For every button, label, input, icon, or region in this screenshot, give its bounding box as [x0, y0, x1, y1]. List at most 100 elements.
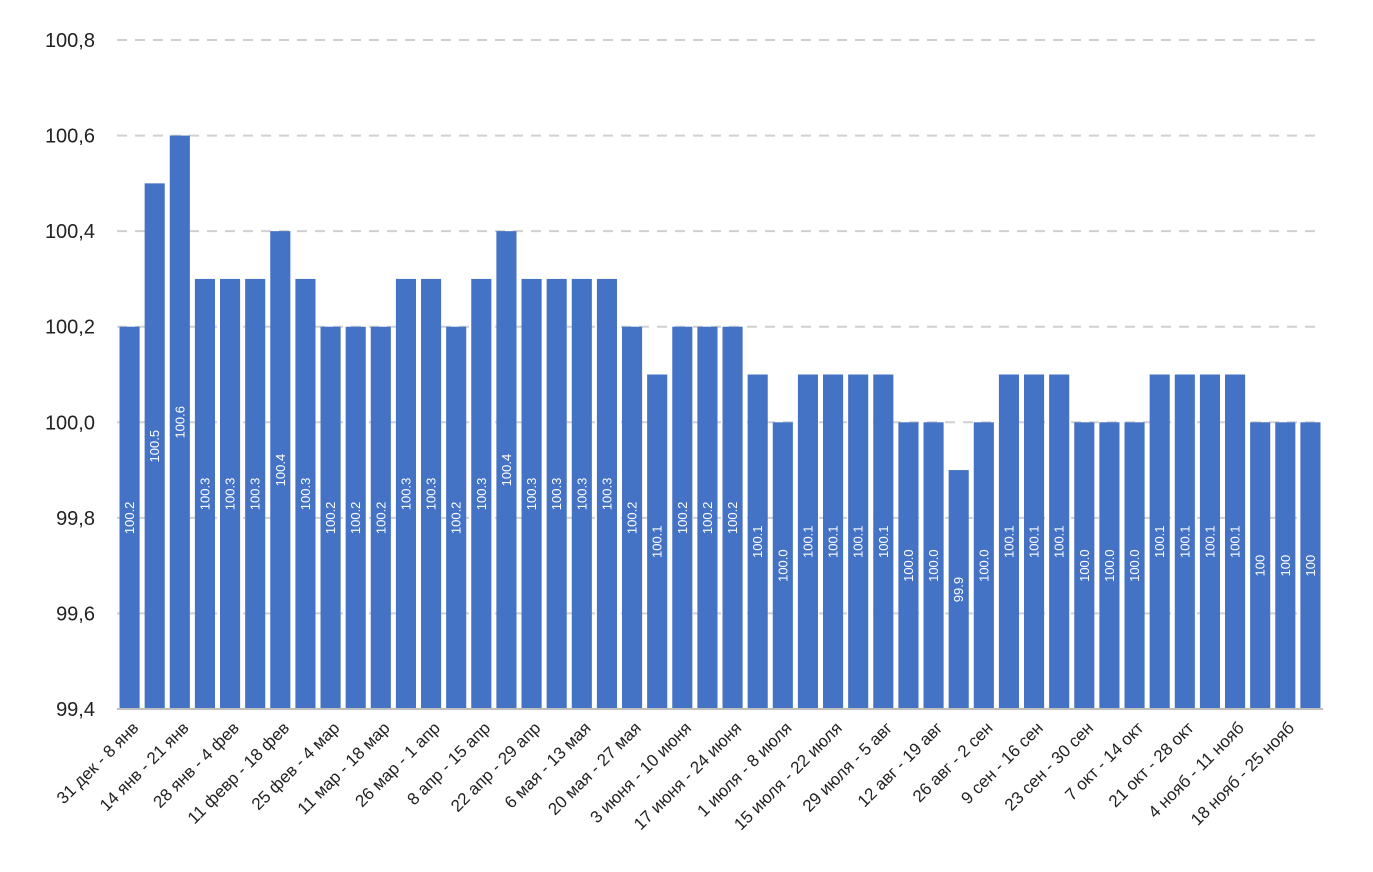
- bar: [1275, 422, 1296, 709]
- bar: [923, 422, 944, 709]
- bar: [722, 326, 743, 709]
- x-tick-label: 25 фев - 4 мар: [248, 718, 343, 813]
- data-label: 100.2: [625, 502, 640, 535]
- bar: [496, 231, 517, 709]
- bar: [697, 326, 718, 709]
- x-tick-label: 29 июля - 5 авг: [799, 718, 896, 815]
- bar: [1174, 374, 1195, 709]
- data-label: 100.2: [348, 502, 363, 535]
- data-label: 100.1: [826, 525, 841, 558]
- bar: [1225, 374, 1246, 709]
- data-label: 100.6: [172, 406, 187, 439]
- data-label: 100.3: [298, 478, 313, 511]
- y-tick-label: 100,6: [45, 126, 95, 148]
- bar: [295, 278, 316, 709]
- bar: [1250, 422, 1271, 709]
- data-label: 100: [1253, 555, 1268, 577]
- bar: [1099, 422, 1120, 709]
- data-label: 100.0: [976, 549, 991, 582]
- bar: [848, 374, 869, 709]
- data-label: 100.1: [800, 525, 815, 558]
- data-label: 100.1: [650, 525, 665, 558]
- data-label: 100.0: [1127, 549, 1142, 582]
- data-label: 100.2: [122, 502, 137, 535]
- bar: [797, 374, 818, 709]
- data-label: 100.1: [1152, 525, 1167, 558]
- bar: [194, 278, 215, 709]
- bar: [873, 374, 894, 709]
- y-tick-label: 100,8: [45, 30, 95, 52]
- bar: [1149, 374, 1170, 709]
- bar: [546, 278, 567, 709]
- data-label: 100: [1278, 555, 1293, 577]
- bar: [1024, 374, 1045, 709]
- bar: [898, 422, 919, 709]
- bar: [1199, 374, 1220, 709]
- bar: [270, 231, 291, 709]
- data-label: 100.3: [223, 478, 238, 511]
- y-tick-label: 99,8: [56, 508, 95, 530]
- data-label: 100.4: [273, 454, 288, 487]
- data-label: 100.0: [775, 549, 790, 582]
- bar: [571, 278, 592, 709]
- data-label: 100.2: [449, 502, 464, 535]
- data-label: 100.3: [474, 478, 489, 511]
- data-label: 100.2: [725, 502, 740, 535]
- data-label: 100.3: [398, 478, 413, 511]
- x-tick-label: 20 мая - 27 мая: [544, 718, 644, 818]
- y-tick-label: 100,0: [45, 412, 95, 434]
- data-label: 99.9: [951, 577, 966, 602]
- x-tick-label: 6 мая - 13 мая: [501, 718, 595, 812]
- data-labels: 100.2 100.5 100.6 100.3 100.3 100.3 100.4 100.3…: [122, 406, 1318, 602]
- data-label: 100.1: [1202, 525, 1217, 558]
- y-tick-label: 100,4: [45, 221, 95, 243]
- data-label: 100.2: [323, 502, 338, 535]
- bar: [320, 326, 341, 709]
- bar: [672, 326, 693, 709]
- data-label: 100.0: [901, 549, 916, 582]
- data-label: 100.1: [1228, 525, 1243, 558]
- y-tick-label: 100,2: [45, 317, 95, 339]
- bar: [1124, 422, 1145, 709]
- data-label: 100.1: [1177, 525, 1192, 558]
- data-label: 100.3: [574, 478, 589, 511]
- data-label: 100.3: [524, 478, 539, 511]
- data-label: 100.4: [499, 454, 514, 487]
- bar: [345, 326, 366, 709]
- bar: [973, 422, 994, 709]
- data-label: 100.1: [1027, 525, 1042, 558]
- data-label: 100.2: [700, 502, 715, 535]
- data-label: 100.3: [197, 478, 212, 511]
- bar: [647, 374, 668, 709]
- bar: [421, 278, 442, 709]
- bar: [772, 422, 793, 709]
- data-label: 100.0: [1077, 549, 1092, 582]
- bar: [998, 374, 1019, 709]
- data-label: 100.1: [750, 525, 765, 558]
- data-label: 100.5: [147, 430, 162, 463]
- x-tick-label: 23 сен - 30 сен: [1001, 718, 1097, 814]
- data-label: 100.3: [248, 478, 263, 511]
- data-label: 100: [1303, 555, 1318, 577]
- bars: [119, 135, 1321, 710]
- bar: [370, 326, 391, 709]
- y-tick-label: 99,4: [56, 699, 95, 721]
- bar: [1300, 422, 1321, 709]
- data-label: 100.0: [1102, 549, 1117, 582]
- bar: [596, 278, 617, 709]
- data-label: 100.3: [549, 478, 564, 511]
- bar: [622, 326, 643, 709]
- y-tick-label: 99,6: [56, 603, 95, 625]
- bar: [245, 278, 266, 709]
- y-axis-ticks: 99,4 99,6 99,8 100,0 100,2 100,4 100,6 100,8: [45, 30, 95, 721]
- bar: [471, 278, 492, 709]
- bar: [823, 374, 844, 709]
- bar: [169, 135, 190, 710]
- data-label: 100.3: [599, 478, 614, 511]
- bar: [144, 183, 165, 709]
- bar: [395, 278, 416, 709]
- data-label: 100.0: [926, 549, 941, 582]
- bar: [1049, 374, 1070, 709]
